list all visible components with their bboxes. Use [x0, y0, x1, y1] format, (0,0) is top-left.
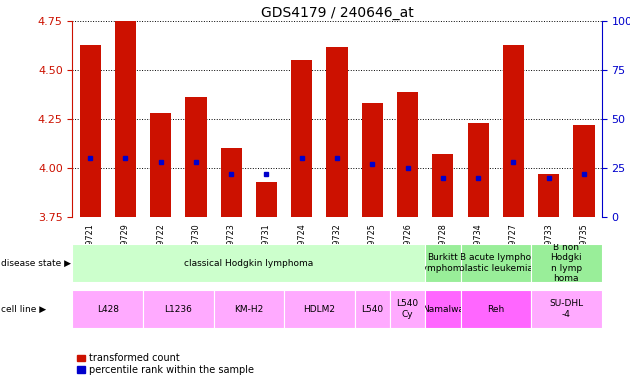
Text: KM-H2: KM-H2 [234, 305, 263, 314]
Bar [538, 174, 559, 217]
Bar [115, 21, 136, 217]
Text: L540
Cy: L540 Cy [396, 300, 419, 319]
Text: disease state ▶: disease state ▶ [1, 258, 71, 268]
Text: Namalwa: Namalwa [422, 305, 464, 314]
Bar [185, 98, 207, 217]
Text: Reh: Reh [487, 305, 505, 314]
Bar [503, 45, 524, 217]
Text: SU-DHL
-4: SU-DHL -4 [549, 300, 583, 319]
Text: L428: L428 [97, 305, 118, 314]
Text: L1236: L1236 [164, 305, 192, 314]
Bar [220, 149, 242, 217]
Text: classical Hodgkin lymphoma: classical Hodgkin lymphoma [184, 258, 314, 268]
Bar [573, 125, 595, 217]
Text: cell line ▶: cell line ▶ [1, 305, 47, 314]
Text: B non
Hodgki
n lymp
homa: B non Hodgki n lymp homa [551, 243, 582, 283]
Text: B acute lympho
blastic leukemia: B acute lympho blastic leukemia [459, 253, 533, 273]
Legend: transformed count, percentile rank within the sample: transformed count, percentile rank withi… [77, 353, 254, 375]
Text: HDLM2: HDLM2 [304, 305, 335, 314]
Bar [291, 60, 312, 217]
Title: GDS4179 / 240646_at: GDS4179 / 240646_at [261, 6, 413, 20]
Text: L540: L540 [361, 305, 384, 314]
Bar [432, 154, 454, 217]
Bar [397, 92, 418, 217]
Bar [79, 45, 101, 217]
Text: Burkitt
lymphoma: Burkitt lymphoma [419, 253, 467, 273]
Bar [150, 113, 171, 217]
Bar [256, 182, 277, 217]
Bar [362, 103, 383, 217]
Bar [326, 46, 348, 217]
Bar [467, 123, 489, 217]
